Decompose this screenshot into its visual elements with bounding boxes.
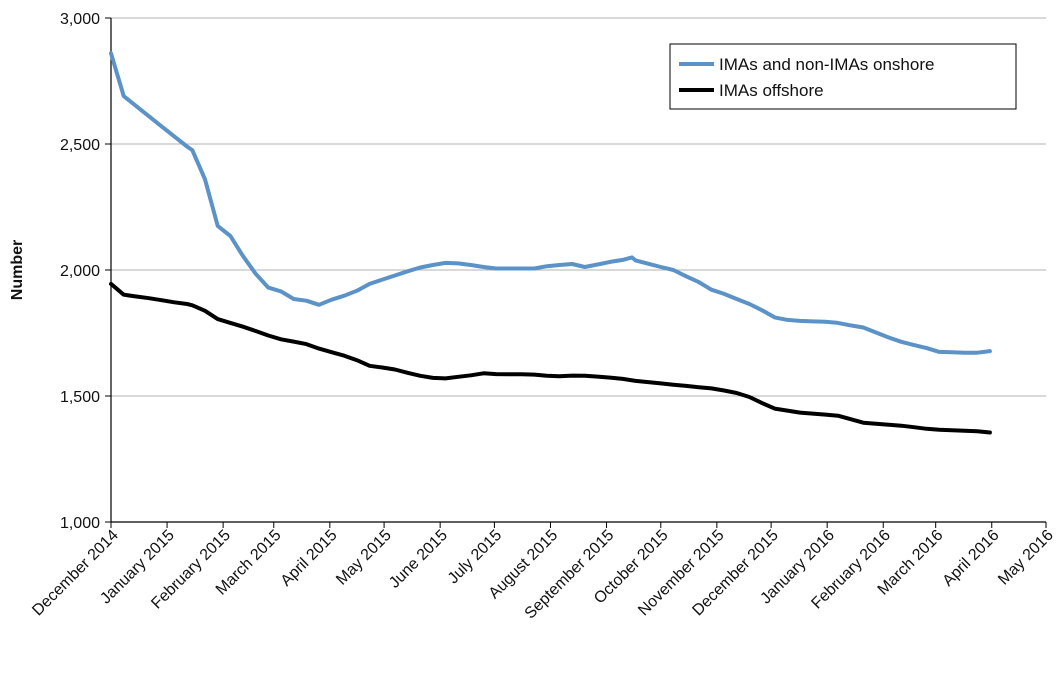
series-lines	[109, 51, 992, 435]
y-axis-title: Number	[9, 240, 26, 300]
grid-lines	[111, 17, 1046, 397]
x-tick-label-4: April 2015	[278, 527, 341, 590]
legend: IMAs and non-IMAs onshore IMAs offshore	[669, 43, 1017, 110]
legend-label-offshore: IMAs offshore	[719, 81, 824, 100]
y-tick-label-3: 2,500	[60, 137, 100, 154]
x-tick-label-16: April 2016	[940, 527, 1003, 590]
legend-label-onshore: IMAs and non-IMAs onshore	[719, 55, 934, 74]
legend-box	[669, 43, 1017, 110]
x-tick-label-7: July 2015	[445, 527, 506, 588]
y-tick-label-4: 3,000	[60, 11, 100, 28]
y-tick-labels: 1,000 1,500 2,000 2,500 3,000	[60, 11, 100, 532]
axes	[105, 17, 1047, 528]
y-tick-label-0: 1,000	[60, 515, 100, 532]
series-line-0	[109, 51, 992, 355]
series-line-1	[109, 281, 992, 435]
x-tick-label-6: June 2015	[386, 527, 451, 592]
x-tick-label-17: May 2016	[995, 527, 1056, 589]
y-tick-label-2: 2,000	[60, 263, 100, 280]
y-tick-label-1: 1,500	[60, 389, 100, 406]
